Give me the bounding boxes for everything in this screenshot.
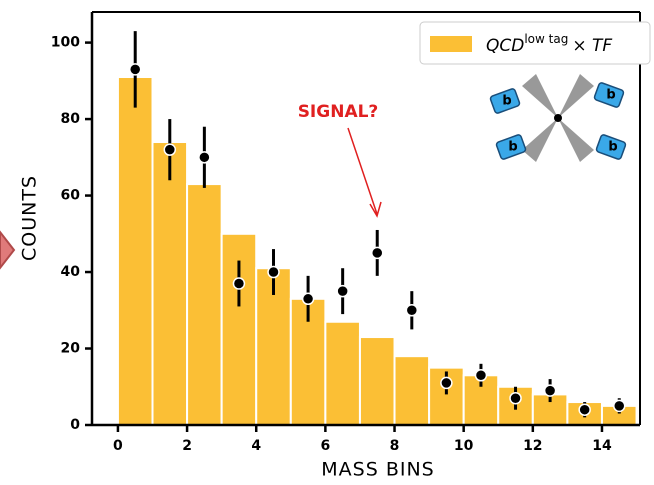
histogram-bar xyxy=(358,336,396,426)
x-tick-label: 8 xyxy=(390,438,400,454)
legend: QCDlow tag × TF xyxy=(419,21,651,65)
legend-label: QCDlow tag × TF xyxy=(486,32,612,57)
data-point xyxy=(474,369,488,382)
data-point xyxy=(232,277,246,290)
histogram-bar xyxy=(324,320,361,426)
data-point xyxy=(336,284,349,298)
x-tick-label: 2 xyxy=(182,438,192,454)
x-tick-label: 14 xyxy=(592,438,612,454)
legend-swatch xyxy=(430,36,472,52)
x-tick-label: 0 xyxy=(113,438,123,454)
histogram-bar xyxy=(151,141,189,426)
data-point xyxy=(405,304,419,317)
y-tick-label: 100 xyxy=(51,35,80,51)
annotation-arrow xyxy=(347,127,382,218)
data-point xyxy=(370,246,384,260)
jets-icon: b b b b xyxy=(489,74,627,162)
annotation: SIGNAL? xyxy=(298,102,379,122)
data-point xyxy=(543,384,557,397)
y-tick-label: 40 xyxy=(61,264,81,280)
x-tick-label: 6 xyxy=(321,438,331,454)
histogram-bar xyxy=(393,355,431,426)
histogram-bar xyxy=(116,76,154,427)
data-point xyxy=(509,391,522,405)
y-axis-label: COUNTS xyxy=(19,175,41,261)
y-tick-label: 60 xyxy=(61,188,81,204)
y-tick-label: 80 xyxy=(61,111,81,127)
plot-area xyxy=(116,31,638,427)
data-point xyxy=(163,143,177,156)
data-point xyxy=(613,399,626,413)
data-point xyxy=(301,292,315,306)
decoration xyxy=(0,230,16,270)
data-point xyxy=(128,63,142,76)
legend-box xyxy=(419,21,651,65)
data-point xyxy=(440,376,453,390)
icon-label: b xyxy=(508,140,517,155)
data-point xyxy=(198,151,211,164)
x-tick-label: 4 xyxy=(251,438,261,454)
icon-label: b xyxy=(608,140,617,155)
icon-label: b xyxy=(502,94,511,109)
icon-label: b xyxy=(606,88,615,103)
data-point xyxy=(578,403,591,416)
histogram-bar xyxy=(186,183,223,426)
y-tick-label: 0 xyxy=(70,417,80,433)
x-axis-label: MASS BINS xyxy=(321,459,434,481)
x-tick-label: 10 xyxy=(454,438,474,454)
x-tick-label: 12 xyxy=(523,438,542,454)
y-tick-label: 20 xyxy=(61,341,81,357)
data-point xyxy=(267,265,280,279)
